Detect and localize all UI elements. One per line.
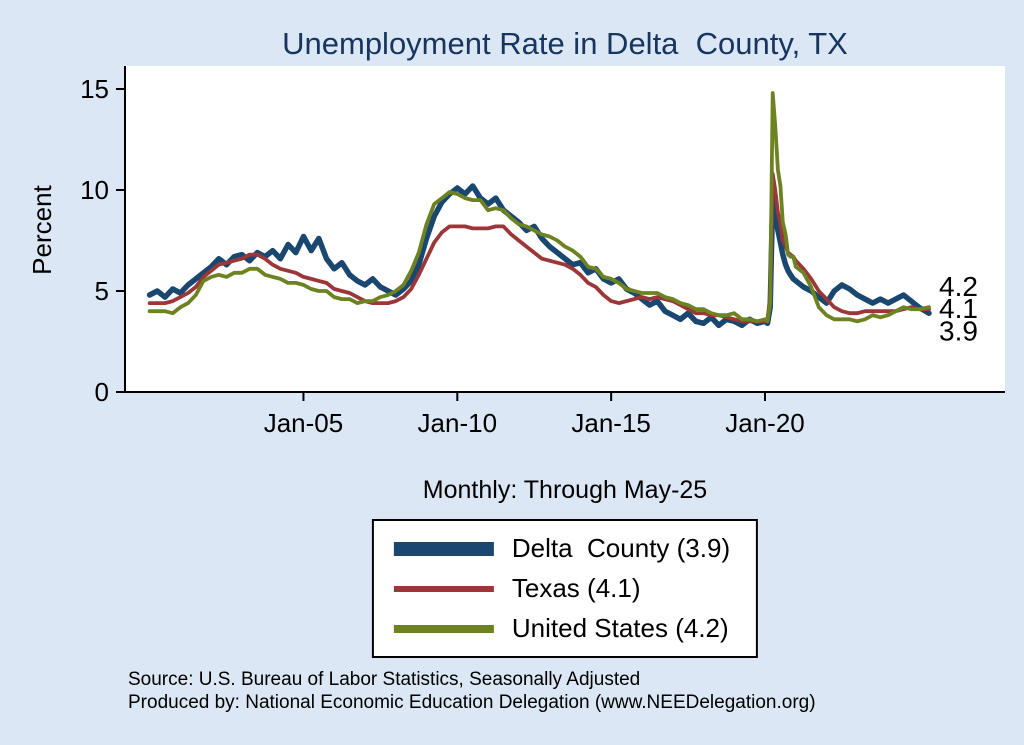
y-tick-label-1: 5 [95, 276, 109, 306]
legend: Delta County (3.9) Texas (4.1) United St… [371, 519, 759, 658]
source-note: Source: U.S. Bureau of Labor Statistics,… [128, 668, 988, 714]
y-tick-label-2: 10 [80, 175, 109, 205]
legend-swatch-texas [393, 585, 494, 592]
plot-area: 0 5 10 15 Jan-05 Jan-10 Jan-15 Jan-20 4.24.13.9 [80, 66, 1005, 438]
legend-label-united-states: United States (4.2) [511, 613, 729, 643]
source-line-2: Produced by: National Economic Education… [128, 692, 816, 713]
legend-label-texas: Texas (4.1) [511, 573, 641, 603]
plot-background [125, 66, 1005, 392]
chart-title: Unemployment Rate in Delta County, TX [282, 26, 848, 61]
legend-label-delta-county: Delta County (3.9) [511, 533, 731, 563]
legend-item-united-states: United States (4.2) [393, 613, 730, 644]
legend-item-texas: Texas (4.1) [393, 573, 730, 604]
y-tick-label-0: 0 [95, 377, 109, 407]
legend-swatch-delta-county [393, 541, 494, 556]
end-value-label-1: 4.1 [939, 293, 978, 324]
x-tick-label-1: Jan-10 [418, 408, 498, 438]
legend-item-delta-county: Delta County (3.9) [393, 533, 731, 564]
end-value-label-0: 4.2 [939, 271, 978, 302]
end-value-label-2: 3.9 [939, 315, 978, 346]
x-tick-label-3: Jan-20 [725, 408, 805, 438]
series-line-delta-county [146, 183, 932, 329]
series-line-united-states [147, 91, 931, 324]
source-line-1: Source: U.S. Bureau of Labor Statistics,… [128, 669, 641, 690]
x-tick-label-0: Jan-05 [264, 408, 344, 438]
x-tick-label-2: Jan-15 [571, 408, 651, 438]
y-tick-label-3: 15 [80, 74, 109, 104]
legend-swatch-united-states [393, 624, 494, 633]
chart-subtitle: Monthly: Through May-25 [422, 476, 708, 504]
